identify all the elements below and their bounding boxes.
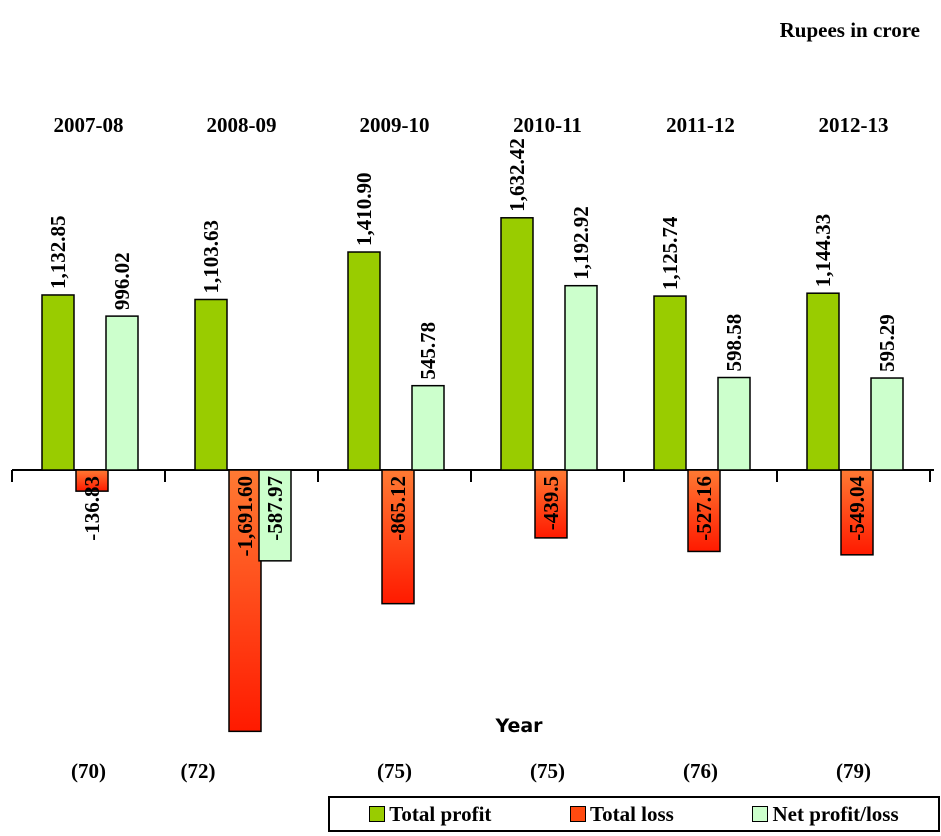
label-group: 2007-08 (70) 1,132.85 -136.83 996.02 2008-09 (… — [46, 113, 899, 783]
company-count-label: (76) — [683, 759, 718, 783]
bar-net-profit-loss — [717, 376, 751, 471]
data-label-net-profit-loss: 595.29 — [875, 314, 899, 372]
data-label-total-profit: 1,125.74 — [658, 216, 682, 290]
bar-net-profit-loss — [564, 284, 598, 471]
bar-group — [41, 217, 904, 733]
data-label-total-loss: -439.5 — [539, 476, 563, 530]
bar-net-profit-loss — [870, 377, 904, 471]
category-label: 2008-09 — [207, 113, 277, 137]
bar-total-loss — [228, 469, 262, 733]
data-label-total-profit: 1,103.63 — [199, 220, 223, 294]
bar-net-profit-loss — [411, 384, 445, 471]
legend-item-net-profit-loss: Net profit/loss — [752, 801, 899, 827]
legend-swatch-total-profit — [369, 806, 386, 822]
data-label-total-profit: 1,632.42 — [505, 138, 529, 212]
bar-net-profit-loss — [105, 315, 139, 471]
x-axis-title: Year — [494, 715, 543, 737]
data-label-total-loss: -865.12 — [386, 476, 410, 541]
data-label-total-loss: -1,691.60 — [233, 476, 257, 557]
data-label-net-profit-loss: 545.78 — [416, 322, 440, 380]
bar-net-profit-loss — [258, 469, 292, 562]
category-label: 2010-11 — [513, 113, 582, 137]
legend-item-total-loss: Total loss — [570, 802, 674, 827]
data-label-total-loss: -549.04 — [845, 476, 869, 541]
data-label-total-profit: 1,132.85 — [46, 215, 70, 289]
category-label: 2011-12 — [666, 113, 735, 137]
bar-total-loss — [534, 469, 568, 539]
axis-ticks — [11, 470, 931, 482]
data-label-net-profit-loss: -587.97 — [263, 476, 287, 541]
company-count-label: (79) — [836, 759, 871, 783]
legend-label-total-loss: Total loss — [590, 801, 674, 826]
bar-total-loss — [687, 469, 721, 553]
bar-total-profit — [806, 292, 840, 471]
bar-total-loss — [75, 469, 109, 492]
bar-total-loss — [381, 469, 415, 605]
category-label: 2012-13 — [819, 113, 889, 137]
legend-swatch-total-loss — [570, 806, 587, 822]
legend-item-total-profit: Total profit — [369, 802, 491, 827]
bar-total-profit — [41, 294, 75, 471]
data-label-total-profit: 1,410.90 — [352, 173, 376, 247]
company-count-label: (70) — [71, 759, 106, 783]
bar-total-loss — [840, 469, 874, 556]
bar-total-profit — [347, 251, 381, 471]
company-count-label: (72) — [181, 759, 216, 783]
company-count-label: (75) — [377, 759, 412, 783]
category-label: 2007-08 — [54, 113, 124, 137]
data-label-net-profit-loss: 996.02 — [110, 252, 134, 310]
data-label-net-profit-loss: 1,192.92 — [569, 206, 593, 280]
bar-total-profit — [500, 217, 534, 471]
unit-note: Rupees in crore — [780, 18, 920, 42]
bar-total-profit — [194, 298, 228, 471]
data-label-net-profit-loss: 598.58 — [722, 314, 746, 372]
legend-label-net-profit-loss: Net profit/loss — [772, 801, 899, 826]
category-label: 2009-10 — [360, 113, 430, 137]
legend: Total profit Total loss Net profit/loss — [328, 796, 940, 832]
legend-swatch-net-profit-loss — [752, 806, 769, 822]
company-count-label: (75) — [530, 759, 565, 783]
bar-total-profit — [653, 295, 687, 471]
legend-label-total-profit: Total profit — [389, 801, 492, 826]
data-label-total-profit: 1,144.33 — [811, 214, 835, 288]
data-label-total-loss: -136.83 — [80, 476, 104, 541]
data-label-total-loss: -527.16 — [692, 476, 716, 541]
